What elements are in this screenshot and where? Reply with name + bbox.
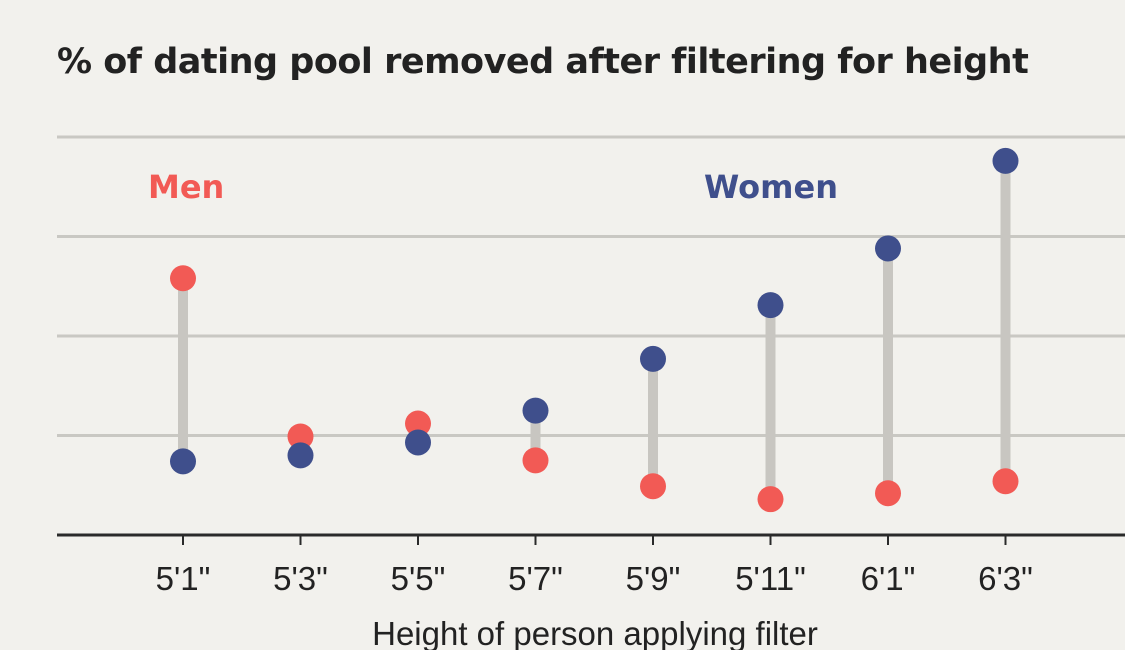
series-label-men: Men [148,168,224,206]
x-tick-labels: 5'1" 5'3" 5'5" 5'7" 5'9" 5'11" 6'1" 6'3" [156,535,1033,597]
x-tick-label: 5'3" [273,560,328,597]
point-men [287,423,314,450]
point-women [170,448,196,475]
x-tick-label: 5'9" [626,560,681,597]
x-tick-label: 5'11" [735,560,806,597]
point-women [522,397,549,424]
point-women [992,147,1019,174]
point-men [875,480,901,507]
point-men [170,265,196,292]
point-women [287,442,314,469]
x-tick-label: 5'5" [391,560,446,597]
point-men [992,468,1019,495]
x-axis-title: Height of person applying filter [372,615,818,650]
chart-title: % of dating pool removed after filtering… [57,42,1029,82]
gridlines [57,135,1125,537]
series-label-women: Women [704,168,838,206]
point-women [640,345,666,372]
point-women [875,235,901,262]
point-men [405,410,431,437]
point-men [640,473,666,500]
x-tick-label: 6'3" [978,560,1033,597]
x-tick-label: 5'7" [508,560,563,597]
point-men [522,447,549,474]
x-tick-label: 5'1" [156,560,211,597]
x-tick-label: 6'1" [861,560,916,597]
point-men [757,486,784,513]
data-points [170,147,1019,513]
point-women [405,429,431,456]
point-women [757,292,784,319]
